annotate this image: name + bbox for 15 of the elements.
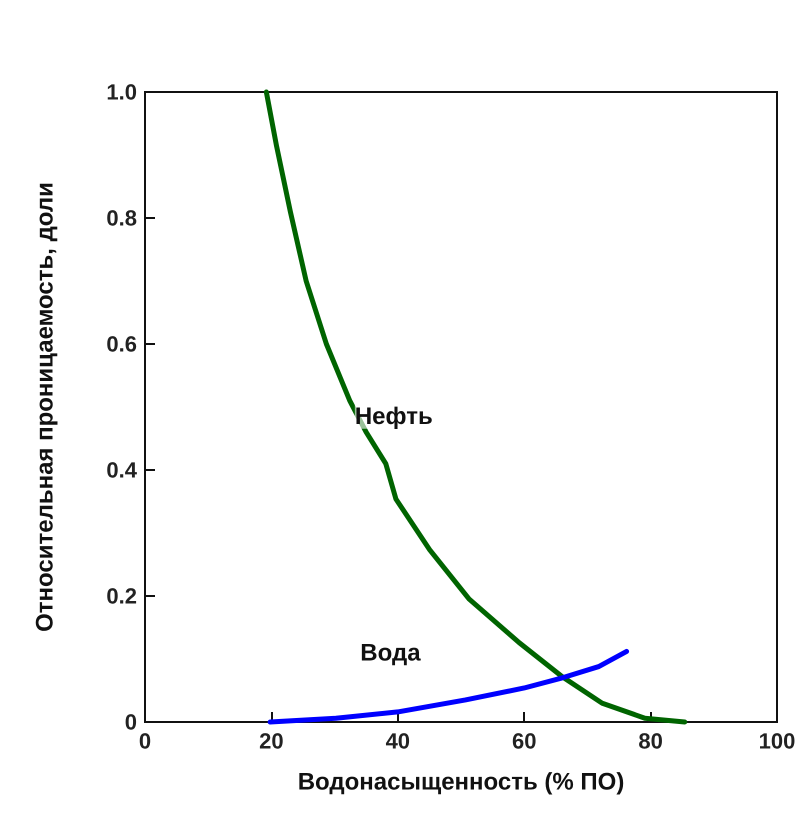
y-tick-label: 0 bbox=[124, 710, 137, 734]
x-tick-label: 100 bbox=[758, 728, 796, 754]
x-axis-title: Водонасыщенность (% ПО) bbox=[298, 768, 624, 796]
y-tick-label: 0.4 bbox=[106, 458, 138, 482]
text: 1.0 bbox=[106, 80, 137, 104]
x-tick-label: 20 bbox=[259, 728, 284, 754]
x-tick-label: 40 bbox=[386, 728, 410, 754]
y-tick-label: 0.2 bbox=[106, 584, 137, 608]
x-tick-label: 60 bbox=[512, 728, 536, 754]
series-label: Вода bbox=[360, 639, 422, 666]
y-tick-label: 0.8 bbox=[106, 206, 137, 230]
x-tick-label: 80 bbox=[638, 728, 663, 754]
y-axis-title: Относительная проницаемость, доли bbox=[32, 182, 58, 632]
y-tick-label: 0.6 bbox=[106, 332, 137, 356]
series-label: Нефть bbox=[354, 403, 433, 430]
